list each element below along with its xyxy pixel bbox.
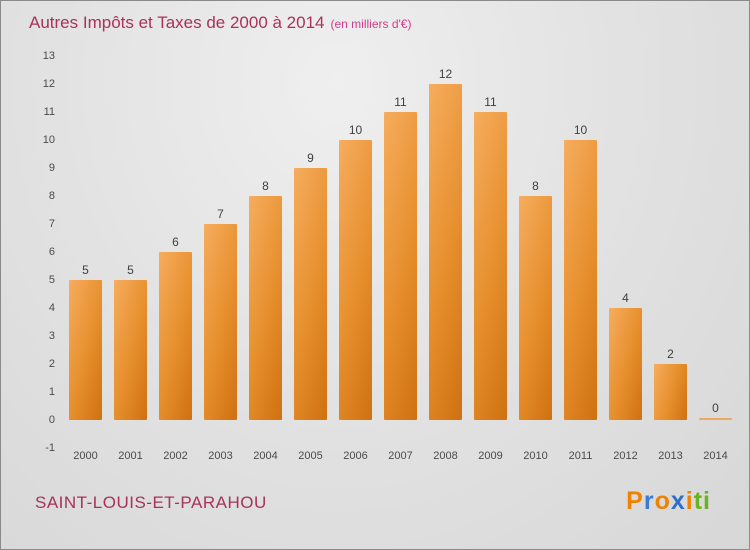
y-axis-tick-label: 9 (48, 162, 55, 174)
y-axis-tick-label: 2 (48, 358, 55, 370)
logo-letter: r (643, 487, 655, 515)
bar-value-label: 9 (307, 151, 314, 165)
y-axis-tick-label: 6 (48, 246, 55, 258)
bar-2014 (699, 418, 732, 420)
y-axis-tick-label: 8 (48, 190, 55, 202)
bar-2000 (69, 280, 102, 420)
x-axis-tick-label: 2004 (253, 450, 278, 462)
y-axis-tick-label: -1 (45, 442, 55, 454)
bar-2012 (609, 308, 642, 420)
bar-2004 (249, 196, 282, 420)
x-axis-tick-label: 2005 (298, 450, 323, 462)
y-axis-tick-label: 7 (48, 218, 55, 230)
x-axis-tick-label: 2007 (388, 450, 413, 462)
x-axis-tick-label: 2010 (523, 450, 548, 462)
bar-value-label: 11 (394, 95, 407, 109)
chart-header: Autres Impôts et Taxes de 2000 à 2014 (en… (29, 13, 411, 33)
bar-2006 (339, 140, 372, 420)
y-axis-tick-label: 4 (48, 302, 55, 314)
bar-value-label: 10 (573, 123, 588, 137)
x-axis-tick-label: 2011 (568, 450, 593, 462)
bar-2011 (564, 140, 597, 420)
bar-2001 (114, 280, 147, 420)
x-axis-tick-label: 2013 (658, 450, 683, 462)
bar-2002 (159, 252, 192, 420)
x-axis-tick-label: 2009 (478, 450, 503, 462)
bar-value-label: 0 (712, 401, 719, 415)
y-axis-tick-label: 11 (43, 106, 55, 118)
logo-letter: x (670, 487, 686, 515)
bar-2007 (384, 112, 417, 420)
bar-2005 (294, 168, 327, 420)
logo-letter: i (685, 487, 694, 515)
bar-2013 (654, 364, 687, 420)
x-axis-tick-label: 2006 (343, 450, 368, 462)
bar-value-label: 11 (484, 95, 497, 109)
x-axis-tick-label: 2001 (118, 450, 143, 462)
bar-value-label: 10 (348, 123, 363, 137)
logo-letter: o (654, 487, 671, 515)
y-axis-tick-label: 0 (48, 414, 55, 426)
x-axis-tick-label: 2014 (703, 450, 728, 462)
bar-value-label: 8 (262, 179, 269, 193)
proxiti-logo: Proxiti (626, 487, 711, 516)
y-axis-tick-label: 1 (48, 386, 55, 398)
bar-2008 (429, 84, 462, 420)
bar-value-label: 5 (82, 263, 89, 277)
x-axis-tick-label: 2012 (613, 450, 638, 462)
bar-value-label: 8 (532, 179, 539, 193)
commune-name: SAINT-LOUIS-ET-PARAHOU (35, 493, 267, 512)
chart-subtitle: (en milliers d'€) (330, 17, 412, 31)
bar-2010 (519, 196, 552, 420)
y-axis-tick-label: 13 (42, 50, 55, 62)
logo-letter: P (626, 487, 644, 515)
bar-value-label: 2 (667, 347, 674, 361)
y-axis-tick-label: 12 (42, 78, 55, 90)
bar-value-label: 12 (438, 67, 453, 81)
x-axis-tick-label: 2000 (73, 450, 98, 462)
logo-letter: i (703, 487, 711, 515)
y-axis-tick-label: 10 (42, 134, 55, 146)
y-axis-tick-label: 5 (48, 274, 55, 286)
bar-2003 (204, 224, 237, 420)
x-axis-tick-label: 2002 (163, 450, 188, 462)
chart-title: Autres Impôts et Taxes de 2000 à 2014 (29, 13, 325, 32)
y-axis-tick-label: 3 (48, 330, 55, 342)
bar-value-label: 6 (172, 235, 179, 249)
logo-letter: t (693, 487, 704, 515)
x-axis-tick-label: 2003 (208, 450, 233, 462)
bar-2009 (474, 112, 507, 420)
x-axis-tick-label: 2008 (433, 450, 458, 462)
bar-value-label: 7 (217, 207, 224, 221)
bar-value-label: 5 (127, 263, 134, 277)
bar-value-label: 4 (622, 291, 629, 305)
